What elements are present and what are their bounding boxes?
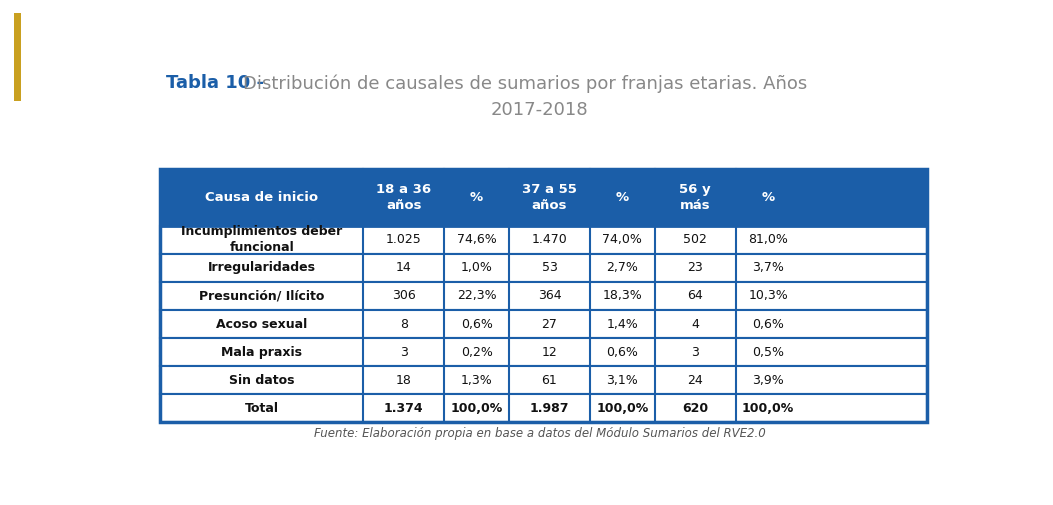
Text: 8: 8	[400, 318, 408, 331]
Text: Acoso sexual: Acoso sexual	[216, 318, 307, 331]
Text: 23: 23	[688, 262, 703, 274]
Text: Presunción/ Ilícito: Presunción/ Ilícito	[199, 289, 324, 302]
Text: 1.025: 1.025	[385, 233, 421, 246]
Text: 364: 364	[538, 289, 561, 302]
FancyBboxPatch shape	[160, 338, 928, 366]
Text: %: %	[616, 191, 629, 204]
Text: 2017-2018: 2017-2018	[491, 102, 589, 119]
Text: Total: Total	[245, 401, 279, 415]
Text: 81,0%: 81,0%	[749, 233, 788, 246]
FancyBboxPatch shape	[160, 282, 928, 310]
Text: Distribución de causales de sumarios por franjas etarias. Años: Distribución de causales de sumarios por…	[243, 74, 808, 93]
Text: 3,1%: 3,1%	[607, 374, 638, 387]
FancyBboxPatch shape	[160, 226, 928, 254]
FancyBboxPatch shape	[160, 394, 928, 422]
Text: 4: 4	[692, 318, 699, 331]
Text: 1.987: 1.987	[530, 401, 570, 415]
Text: 18: 18	[396, 374, 412, 387]
Text: 64: 64	[688, 289, 703, 302]
Text: 0,6%: 0,6%	[607, 345, 638, 359]
Text: 61: 61	[541, 374, 557, 387]
Text: 1,3%: 1,3%	[461, 374, 493, 387]
Text: 0,6%: 0,6%	[460, 318, 493, 331]
Text: %: %	[470, 191, 483, 204]
Text: 10,3%: 10,3%	[749, 289, 788, 302]
Text: 620: 620	[682, 401, 709, 415]
Text: 100,0%: 100,0%	[742, 401, 794, 415]
Text: 22,3%: 22,3%	[457, 289, 496, 302]
Text: 3: 3	[692, 345, 699, 359]
Text: 74,0%: 74,0%	[602, 233, 642, 246]
Text: 0,5%: 0,5%	[752, 345, 784, 359]
Text: Tabla 10 -: Tabla 10 -	[166, 74, 271, 92]
Text: Mala praxis: Mala praxis	[221, 345, 302, 359]
FancyBboxPatch shape	[160, 310, 928, 338]
Text: 12: 12	[541, 345, 557, 359]
Text: 18,3%: 18,3%	[602, 289, 642, 302]
Text: 100,0%: 100,0%	[451, 401, 502, 415]
Text: 3,9%: 3,9%	[752, 374, 784, 387]
Text: 1,4%: 1,4%	[607, 318, 638, 331]
Text: 14: 14	[396, 262, 412, 274]
Text: 1.374: 1.374	[384, 401, 423, 415]
Text: 2,7%: 2,7%	[607, 262, 638, 274]
Text: 1,0%: 1,0%	[460, 262, 493, 274]
Text: 24: 24	[688, 374, 703, 387]
Text: Fuente: Elaboración propia en base a datos del Módulo Sumarios del RVE2.0: Fuente: Elaboración propia en base a dat…	[314, 427, 766, 440]
FancyBboxPatch shape	[160, 170, 928, 226]
Text: 0,2%: 0,2%	[460, 345, 493, 359]
Text: 37 a 55
años: 37 a 55 años	[522, 183, 577, 212]
Text: 502: 502	[683, 233, 708, 246]
Text: 0,6%: 0,6%	[752, 318, 784, 331]
FancyBboxPatch shape	[160, 366, 928, 394]
Text: 27: 27	[541, 318, 557, 331]
Text: %: %	[761, 191, 775, 204]
Text: 18 a 36
años: 18 a 36 años	[376, 183, 432, 212]
FancyBboxPatch shape	[160, 254, 928, 282]
Text: 3: 3	[400, 345, 408, 359]
Text: 53: 53	[541, 262, 557, 274]
Text: 306: 306	[392, 289, 416, 302]
Text: 1.470: 1.470	[532, 233, 568, 246]
Text: 56 y
más: 56 y más	[679, 183, 711, 212]
Text: Causa de inicio: Causa de inicio	[205, 191, 318, 204]
Text: 3,7%: 3,7%	[752, 262, 784, 274]
Text: Irregularidades: Irregularidades	[207, 262, 316, 274]
Text: Sin datos: Sin datos	[230, 374, 295, 387]
Text: Incumplimientos deber
funcional: Incumplimientos deber funcional	[181, 225, 342, 255]
Text: 74,6%: 74,6%	[457, 233, 497, 246]
Text: 100,0%: 100,0%	[596, 401, 649, 415]
